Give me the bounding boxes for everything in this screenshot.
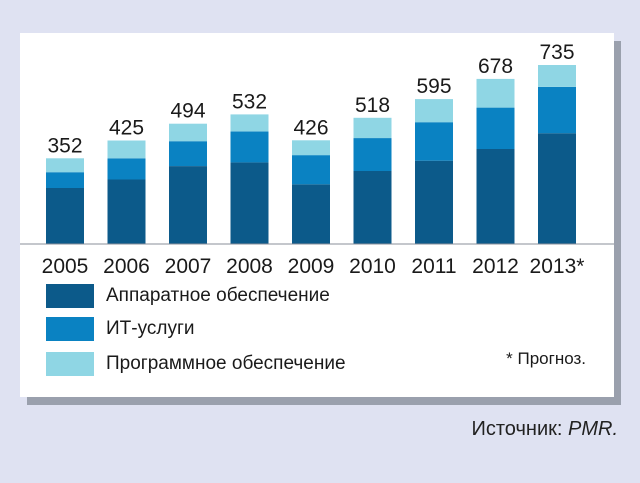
bar-segment-it-services-2008 [230, 131, 269, 163]
bar-segment-it-services-2013 [538, 86, 576, 134]
total-label-2009: 426 [293, 116, 328, 139]
bar-segment-software-2008 [230, 114, 269, 132]
legend-label-it-services: ИТ-услуги [106, 318, 195, 339]
legend-item-software: Программное обеспечение [46, 351, 346, 377]
bar-segment-software-2012 [476, 78, 515, 108]
legend-item-it-services: ИТ-услуги [46, 316, 195, 342]
x-tick-label-2009: 2009 [288, 255, 335, 278]
bar-segment-hardware-2010 [353, 170, 392, 244]
total-label-2005: 352 [47, 134, 82, 157]
x-tick-label-2011: 2011 [411, 255, 456, 278]
source-caption: Источник: PMR. [472, 418, 619, 441]
total-label-2008: 532 [232, 90, 267, 113]
source-label: Источник: [471, 418, 568, 440]
bar-segment-it-services-2007 [169, 141, 207, 166]
total-label-2006: 425 [109, 117, 144, 140]
legend-swatch-hardware [46, 284, 94, 308]
legend-item-hardware: Аппаратное обеспечение [46, 283, 330, 309]
bar-segment-software-2007 [169, 123, 207, 142]
bar-segment-hardware-2007 [169, 166, 207, 244]
x-tick-label-2006: 2006 [103, 255, 150, 278]
total-label-2012: 678 [478, 55, 513, 78]
bar-segment-hardware-2012 [476, 149, 515, 244]
bar-segment-software-2006 [107, 140, 146, 159]
legend-label-hardware: Аппаратное обеспечение [106, 285, 330, 306]
total-label-2011: 595 [416, 75, 451, 98]
bar-segment-hardware-2006 [107, 179, 146, 244]
total-label-2010: 518 [355, 94, 390, 117]
bar-segment-software-2013 [538, 65, 576, 87]
x-tick-label-2005: 2005 [42, 255, 89, 278]
x-tick-label-2013: 2013* [530, 255, 585, 278]
bar-segment-it-services-2006 [107, 158, 146, 180]
bar-segment-hardware-2011 [415, 160, 453, 244]
legend-swatch-it-services [46, 317, 94, 341]
bar-segment-it-services-2010 [353, 138, 392, 171]
bar-segment-hardware-2008 [230, 162, 269, 244]
legend-swatch-software [46, 352, 94, 376]
x-tick-label-2007: 2007 [165, 255, 212, 278]
x-tick-label-2008: 2008 [226, 255, 273, 278]
forecast-note: * Прогноз. [506, 349, 586, 368]
bar-segment-software-2005 [46, 158, 84, 173]
source-name: PMR. [568, 418, 618, 440]
bar-segment-software-2011 [415, 99, 453, 123]
total-labels-group: 352 425 494 532 426 518 595 678 735 [47, 41, 574, 157]
x-tick-label-2010: 2010 [349, 255, 396, 278]
total-label-2007: 494 [170, 100, 205, 123]
bar-segment-it-services-2012 [476, 107, 515, 149]
total-label-2013: 735 [539, 41, 574, 64]
legend-label-software: Программное обеспечение [106, 353, 346, 374]
bar-segment-software-2009 [292, 140, 330, 156]
bar-segment-software-2010 [353, 117, 392, 138]
bar-segment-it-services-2005 [46, 172, 84, 188]
bars-group [46, 65, 576, 244]
bar-segment-hardware-2009 [292, 184, 330, 244]
stacked-bar-chart: 352 425 494 532 426 518 595 678 735 2005 2006 2007… [20, 41, 614, 278]
bar-segment-hardware-2013 [538, 133, 576, 244]
bar-segment-hardware-2005 [46, 188, 84, 244]
x-tick-labels-group: 2005 2006 2007 2008 2009 2010 2011 2012 2013* [42, 255, 585, 278]
x-tick-label-2012: 2012 [472, 255, 519, 278]
bar-segment-it-services-2009 [292, 155, 330, 185]
chart-card: 352 425 494 532 426 518 595 678 735 2005 2006 2007… [20, 33, 614, 397]
bar-segment-it-services-2011 [415, 122, 453, 161]
